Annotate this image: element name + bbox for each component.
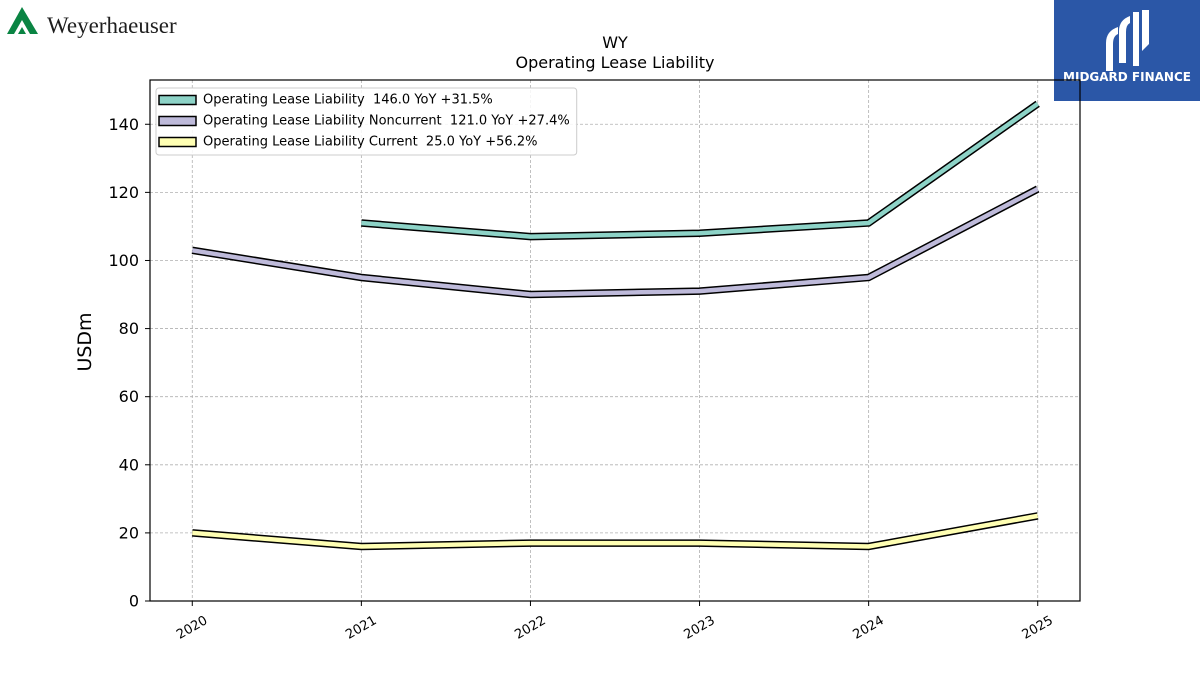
legend-item: Operating Lease Liability Current 25.0 Y… xyxy=(158,135,537,150)
legend-label: Operating Lease Liability 146.0 YoY +31.… xyxy=(203,93,493,108)
legend: Operating Lease Liability 146.0 YoY +31.… xyxy=(155,87,578,156)
series-line-1 xyxy=(191,187,1039,297)
legend-item: Operating Lease Liability Noncurrent 121… xyxy=(158,114,570,129)
legend-swatch xyxy=(158,136,197,148)
y-tick-label: 140 xyxy=(108,115,139,134)
legend-swatch xyxy=(158,115,197,127)
emblem-stroke-4 xyxy=(1142,10,1149,51)
axes: 0 20 40 60 80 100 120 140 2020 2021 2022 2023 2024 20… xyxy=(108,79,1081,643)
y-tick-label: 60 xyxy=(119,387,139,406)
legend-label: Operating Lease Liability Noncurrent 121… xyxy=(203,114,570,129)
weyerhaeuser-tree-icon xyxy=(7,7,38,34)
midgard-emblem-icon xyxy=(1106,10,1149,71)
plot-frame xyxy=(149,79,1081,602)
x-tick-label: 2023 xyxy=(681,613,717,643)
x-tick-label: 2025 xyxy=(1020,613,1056,643)
y-tick-label: 80 xyxy=(119,319,139,338)
series-line-0 xyxy=(361,101,1039,239)
weyerhaeuser-logo-text: Weyerhaeuser xyxy=(47,13,177,38)
x-tick-label: 2024 xyxy=(851,613,887,643)
y-tick-label: 0 xyxy=(129,592,139,611)
series-line-2 xyxy=(192,513,1039,549)
midgard-logo-text: MIDGARD FINANCE xyxy=(1063,70,1191,84)
emblem-stroke-1 xyxy=(1106,27,1118,71)
midgard-finance-logo: MIDGARD FINANCE xyxy=(1054,0,1200,101)
legend-swatch xyxy=(158,94,197,106)
tree-icon-trunk xyxy=(18,27,26,34)
series-line-outline-1 xyxy=(191,185,1040,299)
tree-icon-outer xyxy=(7,7,38,34)
y-tick-label: 40 xyxy=(119,455,139,474)
weyerhaeuser-logo: Weyerhaeuser xyxy=(7,7,177,38)
legend-label: Operating Lease Liability Current 25.0 Y… xyxy=(203,135,537,150)
chart-title: WY xyxy=(602,33,628,52)
emblem-stroke-3 xyxy=(1133,12,1139,66)
x-tick-label: 2022 xyxy=(512,613,548,643)
x-tick-label: 2020 xyxy=(174,613,210,643)
grid xyxy=(150,80,1080,602)
y-tick-label: 20 xyxy=(119,523,139,542)
series-lines xyxy=(191,100,1040,551)
chart-subtitle: Operating Lease Liability xyxy=(515,53,714,72)
y-axis-label: USDm xyxy=(74,312,96,371)
legend-item: Operating Lease Liability 146.0 YoY +31.… xyxy=(158,93,493,108)
midgard-logo-background xyxy=(1054,0,1200,101)
emblem-stroke-2 xyxy=(1119,16,1130,63)
y-tick-label: 120 xyxy=(108,183,139,202)
y-tick-label: 100 xyxy=(108,251,139,270)
x-tick-label: 2021 xyxy=(343,613,379,643)
legend-box xyxy=(155,87,578,156)
